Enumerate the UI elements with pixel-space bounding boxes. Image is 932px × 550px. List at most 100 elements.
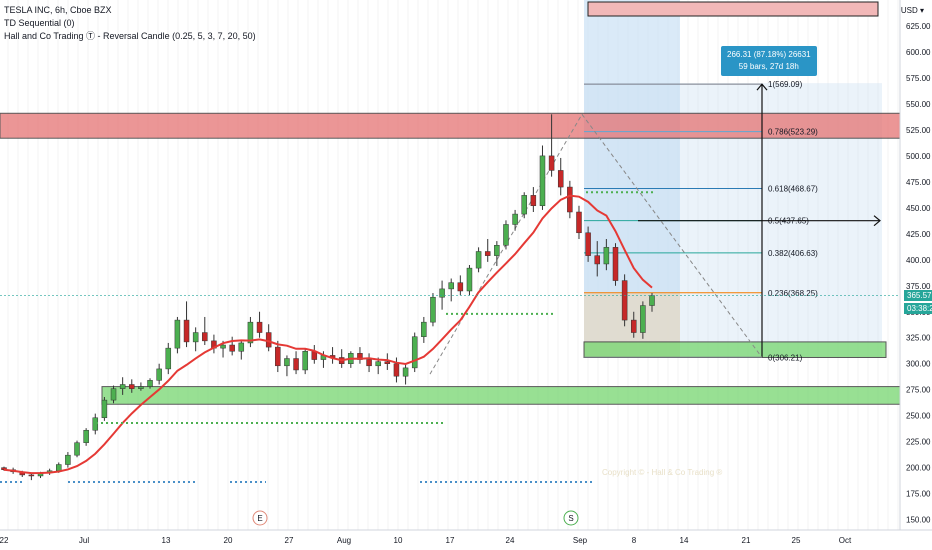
candle-body	[65, 455, 70, 464]
candle-body	[84, 430, 89, 442]
x-tick-label: 25	[792, 536, 801, 545]
legend-hall-indicator[interactable]: Hall and Co Trading Ⓣ - Reversal Candle …	[4, 30, 256, 43]
legend-symbol[interactable]: TESLA INC, 6h, Cboe BZX	[4, 4, 256, 17]
y-tick-label: 475.00	[906, 178, 931, 187]
candle-body	[93, 418, 98, 430]
candle-body	[540, 156, 545, 206]
candle-body	[202, 333, 207, 341]
candle-body	[531, 195, 536, 205]
y-tick-label: 625.00	[906, 22, 931, 31]
candle-body	[522, 195, 527, 214]
candle-body	[257, 322, 262, 332]
x-tick-label: 8	[632, 536, 637, 545]
candle-body	[586, 233, 591, 256]
candle-body	[56, 465, 61, 471]
support-zone	[584, 342, 886, 358]
candle-body	[595, 256, 600, 264]
measure-callout: 266.31 (87.18%) 26631 59 bars, 27d 18h	[721, 46, 817, 76]
measure-callout-line1: 266.31 (87.18%) 26631	[727, 49, 811, 61]
y-tick-label: 325.00	[906, 334, 931, 343]
candle-body	[184, 320, 189, 342]
support-zone	[102, 387, 900, 405]
candle-body	[567, 187, 572, 212]
candle-body	[111, 389, 116, 400]
candle-body	[367, 360, 372, 366]
candle-body	[549, 156, 554, 171]
candle-body	[102, 400, 107, 418]
watermark: Copyright © - Hall & Co Trading ®	[602, 468, 722, 477]
candle-body	[640, 306, 645, 333]
fib-label: 0.786(523.29)	[768, 128, 818, 137]
resistance-box-top	[588, 2, 878, 16]
event-marker-label: S	[568, 514, 573, 523]
candle-body	[284, 359, 289, 366]
y-tick-label: 450.00	[906, 204, 931, 213]
candle-body	[376, 362, 381, 366]
y-tick-label: 600.00	[906, 48, 931, 57]
x-tick-label: 21	[742, 536, 751, 545]
candle-body	[494, 245, 499, 255]
resistance-zone	[0, 113, 900, 138]
candle-body	[430, 297, 435, 322]
x-tick-label: 22	[0, 536, 9, 545]
y-tick-label: 250.00	[906, 412, 931, 421]
candle-body	[576, 212, 581, 233]
measure-callout-line2: 59 bars, 27d 18h	[727, 61, 811, 73]
fib-label: 0.236(368.25)	[768, 289, 818, 298]
candle-body	[29, 475, 34, 476]
candle-body	[421, 322, 426, 337]
candle-body	[412, 337, 417, 368]
x-tick-label: 14	[680, 536, 689, 545]
fib-label: 0.382(406.63)	[768, 249, 818, 258]
currency-selector[interactable]: USD ▾	[901, 6, 924, 15]
event-marker-label: E	[257, 514, 262, 523]
candle-body	[650, 296, 655, 306]
fib-label: 0.618(468.67)	[768, 184, 818, 193]
y-tick-label: 525.00	[906, 126, 931, 135]
x-tick-label: 17	[446, 536, 455, 545]
candle-body	[239, 343, 244, 351]
x-tick-label: 13	[162, 536, 171, 545]
x-tick-label: Sep	[573, 536, 588, 545]
y-tick-label: 150.00	[906, 516, 931, 525]
candle-body	[175, 320, 180, 348]
last-price-badge: 365.57	[904, 290, 932, 301]
y-tick-label: 275.00	[906, 386, 931, 395]
fib-label: 1(569.09)	[768, 80, 803, 89]
candle-body	[485, 251, 490, 255]
x-tick-label: Jul	[79, 536, 89, 545]
candle-body	[467, 268, 472, 291]
candle-body	[604, 247, 609, 264]
candle-body	[622, 281, 627, 320]
candle-body	[166, 348, 171, 369]
candle-body	[631, 320, 636, 332]
candle-body	[403, 368, 408, 376]
candle-body	[193, 333, 198, 342]
x-tick-label: 24	[506, 536, 515, 545]
candle-body	[440, 289, 445, 297]
candle-body	[138, 387, 143, 389]
x-tick-label: Oct	[839, 536, 852, 545]
candle-body	[75, 443, 80, 455]
y-tick-label: 400.00	[906, 256, 931, 265]
candle-body	[394, 364, 399, 376]
fib-label: 0(306.21)	[768, 353, 803, 362]
candle-body	[294, 359, 299, 370]
candle-body	[613, 247, 618, 280]
candle-body	[275, 347, 280, 366]
y-tick-label: 575.00	[906, 74, 931, 83]
x-tick-label: Aug	[337, 536, 351, 545]
x-tick-label: 20	[224, 536, 233, 545]
candle-body	[221, 345, 226, 348]
candle-body	[503, 224, 508, 245]
y-tick-label: 225.00	[906, 438, 931, 447]
candle-body	[558, 170, 563, 187]
candle-body	[303, 351, 308, 370]
candle-body	[458, 283, 463, 291]
candle-body	[266, 333, 271, 348]
candle-body	[157, 369, 162, 380]
legend-td-sequential[interactable]: TD Sequential (0)	[4, 17, 256, 30]
candle-body	[148, 380, 153, 386]
